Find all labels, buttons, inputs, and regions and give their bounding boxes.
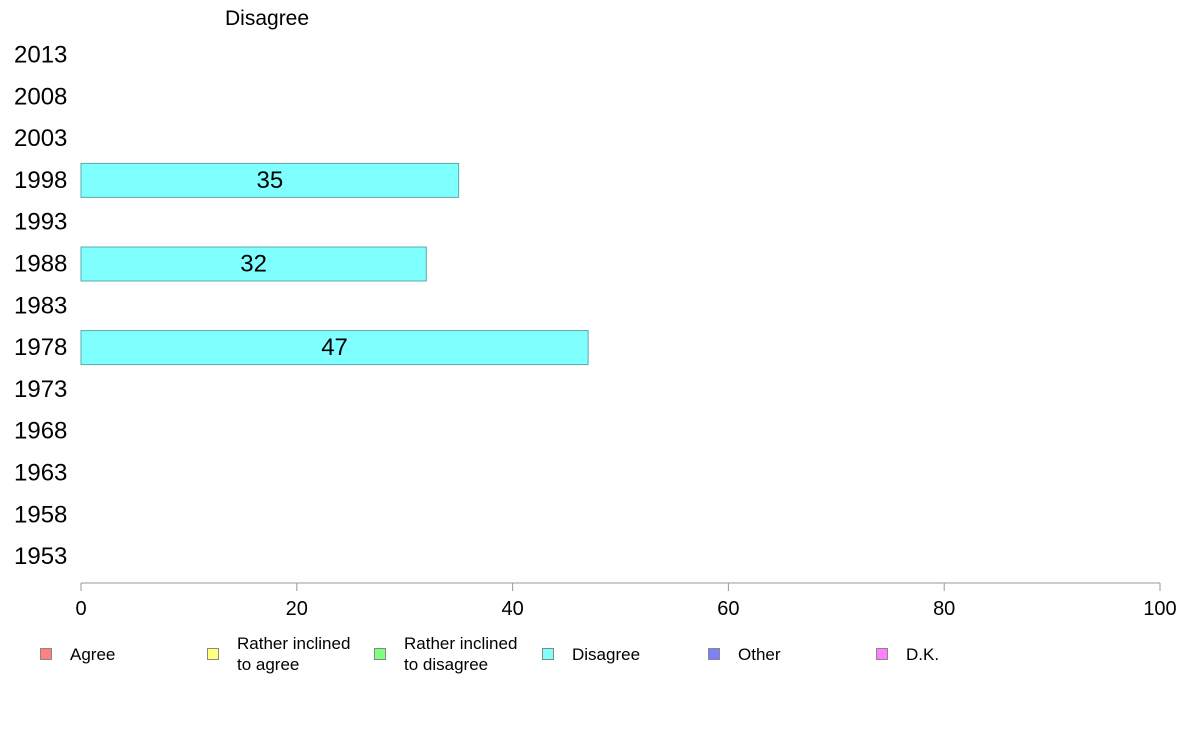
legend-item: Agree bbox=[40, 632, 115, 676]
x-tick-label-40: 40 bbox=[501, 598, 523, 620]
x-tick-label-100: 100 bbox=[1143, 598, 1176, 620]
x-tick-label-60: 60 bbox=[717, 598, 739, 620]
legend-item: Rather inclined to agree bbox=[207, 632, 350, 676]
bar-value-label-1988: 32 bbox=[240, 251, 267, 278]
y-tick-label-1983: 1983 bbox=[14, 292, 67, 319]
y-tick-label-1993: 1993 bbox=[14, 209, 67, 236]
y-tick-label-1963: 1963 bbox=[14, 460, 67, 487]
bar-value-label-1998: 35 bbox=[256, 167, 283, 194]
bar-1988 bbox=[80, 246, 427, 282]
y-tick-label-1953: 1953 bbox=[14, 543, 67, 570]
legend-label: Other bbox=[738, 644, 781, 664]
y-tick-label-1968: 1968 bbox=[14, 418, 67, 445]
y-tick-label-1988: 1988 bbox=[14, 251, 67, 278]
legend-swatch bbox=[207, 648, 219, 660]
legend-swatch bbox=[708, 648, 720, 660]
x-tick-label-20: 20 bbox=[286, 598, 308, 620]
legend: Agree Rather inclined to agree Rather incl… bbox=[0, 632, 1188, 682]
x-axis: 0 20 40 60 80 100 bbox=[75, 582, 1177, 620]
legend-label: Rather inclined to agree bbox=[237, 634, 351, 674]
legend-swatch bbox=[374, 648, 386, 660]
legend-label: Rather inclined to disagree bbox=[404, 634, 518, 674]
chart-title: Disagree bbox=[225, 7, 310, 30]
legend-swatch bbox=[876, 648, 888, 660]
y-tick-label-1998: 1998 bbox=[14, 167, 67, 194]
x-tick-label-80: 80 bbox=[933, 598, 955, 620]
legend-item: Disagree bbox=[542, 632, 640, 676]
x-tick-label-0: 0 bbox=[75, 598, 86, 620]
y-tick-label-2013: 2013 bbox=[14, 42, 67, 69]
legend-item: D.K. bbox=[876, 632, 939, 676]
bar-value-label-1978: 47 bbox=[321, 334, 348, 361]
y-tick-label-2003: 2003 bbox=[14, 125, 67, 152]
bars: 35 32 47 bbox=[80, 162, 589, 366]
legend-swatch bbox=[40, 648, 52, 660]
legend-label: D.K. bbox=[906, 644, 940, 664]
legend-label: Disagree bbox=[572, 644, 641, 664]
y-tick-label-2008: 2008 bbox=[14, 83, 67, 110]
y-tick-label-1978: 1978 bbox=[14, 334, 67, 361]
legend-label: Agree bbox=[70, 644, 116, 664]
legend-item: Other bbox=[708, 632, 781, 676]
legend-swatch bbox=[542, 648, 554, 660]
bar-chart: 2013 2008 2003 1998 1993 1988 1983 1978 1973 1968… bbox=[14, 42, 1177, 621]
bar-1998 bbox=[80, 162, 460, 198]
y-tick-label-1973: 1973 bbox=[14, 376, 67, 403]
bar-1978 bbox=[80, 330, 589, 366]
legend-item: Rather inclined to disagree bbox=[374, 632, 517, 676]
y-tick-label-1958: 1958 bbox=[14, 501, 67, 528]
y-axis-labels: 2013 2008 2003 1998 1993 1988 1983 1978 1973 1968… bbox=[14, 42, 67, 571]
